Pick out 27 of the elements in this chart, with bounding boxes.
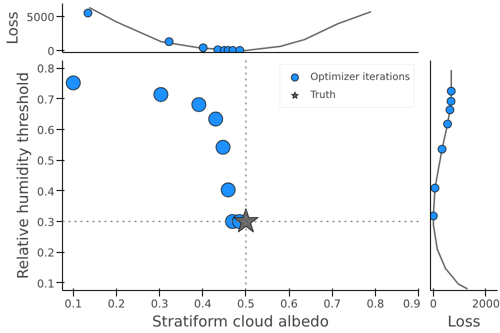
x-axis-title: Stratiform cloud albedo xyxy=(152,312,329,330)
x-tick-label: 0.3 xyxy=(150,298,168,310)
y-tick-label: 0.1 xyxy=(37,277,55,290)
y-tick-label: 0.8 xyxy=(37,62,55,76)
x-tick-label: 0.5 xyxy=(237,298,255,310)
y-tick-label: 0.5 xyxy=(37,154,55,168)
x-tick-label: 0.9 xyxy=(403,298,421,310)
x-tick-label: 0.2 xyxy=(108,298,126,310)
y-tick-label: 0.7 xyxy=(37,93,55,106)
x-axis-title: Loss xyxy=(448,312,481,330)
x-tick-label: 0.8 xyxy=(366,298,384,310)
legend-label: Optimizer iterations xyxy=(310,72,410,82)
x-tick-label: 2000 xyxy=(472,298,500,310)
y-tick-label: 0 xyxy=(48,44,54,58)
y-tick-label: 0.6 xyxy=(37,124,55,137)
x-tick-label: 0.6 xyxy=(280,298,298,310)
y-tick-label: 0.3 xyxy=(37,216,55,229)
legend-label: Truth xyxy=(310,90,336,100)
y-tick-label: 0.2 xyxy=(37,246,55,260)
x-tick-label: 0 xyxy=(430,298,437,310)
y-tick-label: 5000 xyxy=(26,10,55,24)
x-tick-label: 0.4 xyxy=(194,298,212,310)
x-tick-label: 0.7 xyxy=(323,298,341,310)
y-axis-title: Relative humidity threshold xyxy=(14,72,32,279)
x-tick-label: 0.1 xyxy=(64,298,82,310)
y-tick-label: 0.4 xyxy=(37,185,55,198)
y-axis-title: Loss xyxy=(4,11,22,44)
